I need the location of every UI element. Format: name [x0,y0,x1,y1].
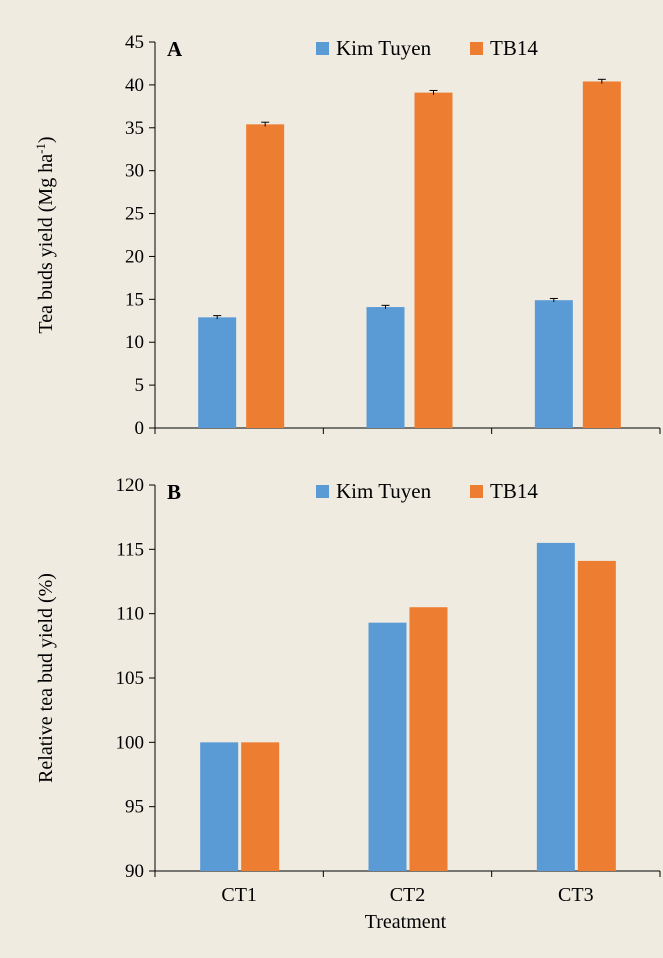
panel-a-y-tick-label: 40 [125,75,144,96]
panel-b-category-label: CT3 [558,884,594,906]
panel-b-x-axis-title: Treatment [365,911,447,933]
panel-a-legend-swatch-kim-tuyen [316,42,329,55]
panel-b-y-tick-label: 100 [116,732,145,753]
panel-b-y-tick-label: 90 [125,861,144,882]
panel-a-bar-tb14-ct3 [582,81,621,429]
panel-a-y-tick-label: 45 [125,32,144,53]
panel-b-bar-kim-tuyen-ct3 [536,542,575,871]
panel-a-y-tick-label: 20 [125,246,144,267]
panel-b-y-tick-label: 115 [116,539,144,560]
panel-a-bar-kim-tuyen-ct3 [534,300,573,428]
panel-a-y-tick-label: 25 [125,204,144,225]
panel-a-y-axis-title: Tea buds yield (Mg ha-1) [33,136,58,333]
panel-a-panel-label: A [167,37,183,61]
panel-a-y-tick-label: 5 [135,375,145,396]
panel-b-category-label: CT2 [390,884,426,906]
panel-b-bar-kim-tuyen-ct1 [200,742,239,871]
panel-b-category-label: CT1 [221,884,257,906]
panel-a-legend-swatch-tb14 [470,42,483,55]
panel-a-bar-kim-tuyen-ct2 [366,307,405,428]
panel-a-y-tick-label: 15 [125,289,144,310]
panel-a-y-tick-label: 10 [125,332,144,353]
panel-b-bar-kim-tuyen-ct2 [368,622,407,871]
panel-a-y-tick-label: 30 [125,161,144,182]
panel-b-legend-swatch-tb14 [470,485,483,498]
panel-a-bar-kim-tuyen-ct1 [198,317,237,428]
panel-b-legend-label-kim-tuyen: Kim Tuyen [336,479,432,503]
panel-b-y-tick-label: 120 [116,475,145,496]
panel-b-panel-label: B [167,480,181,504]
panel-a-y-tick-label: 0 [135,418,145,439]
panel-b-bar-tb14-ct3 [577,560,616,871]
panel-a-legend-label-kim-tuyen: Kim Tuyen [336,36,432,60]
panel-b-bar-tb14-ct1 [241,742,280,871]
panel-b-y-tick-label: 110 [116,604,144,625]
panel-b-legend-label-tb14: TB14 [490,479,538,503]
panel-b-y-tick-label: 95 [125,797,144,818]
panel-a-legend-label-tb14: TB14 [490,36,538,60]
panel-a-bar-tb14-ct2 [414,92,453,428]
panel-a-bar-tb14-ct1 [246,124,285,428]
panel-b-y-tick-label: 105 [116,668,145,689]
panel-b-bar-tb14-ct2 [409,607,448,871]
panel-b-legend-swatch-kim-tuyen [316,485,329,498]
panel-a-y-tick-label: 35 [125,118,144,139]
panel-b-y-axis-title: Relative tea bud yield (%) [35,573,57,783]
